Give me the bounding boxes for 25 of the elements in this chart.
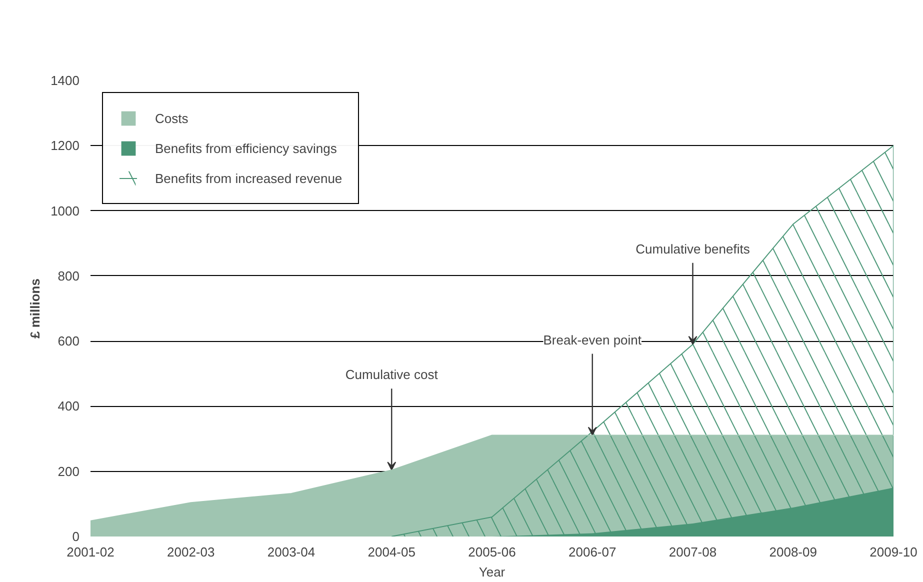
annotation: Cumulative cost: [345, 367, 438, 382]
y-tick-label: 200: [58, 464, 80, 479]
x-axis-title: Year: [478, 564, 506, 580]
x-tick-label: 2005-06: [468, 544, 516, 560]
x-tick-label: 2009-10: [870, 544, 918, 560]
y-tick-label: 400: [58, 398, 80, 414]
y-tick-label: 1400: [50, 73, 80, 88]
y-tick-label: 1200: [50, 138, 80, 154]
annotation: Break-even point: [543, 332, 642, 348]
x-tick-label: 2001-02: [66, 544, 114, 560]
legend-label: Costs: [155, 110, 188, 126]
x-tick-label: 2008-09: [769, 544, 817, 560]
x-tick-label: 2006-07: [568, 544, 616, 560]
legend-label: Benefits from efficiency savings: [155, 140, 337, 156]
x-tick-label: 2007-08: [668, 544, 717, 560]
x-tick-label: 2004-05: [368, 544, 416, 560]
annotation: Cumulative benefits: [636, 241, 750, 256]
y-tick-label: 800: [58, 268, 80, 284]
x-tick-label: 2003-04: [267, 544, 316, 560]
y-tick-label: 0: [72, 529, 80, 544]
y-axis-title: £ millions: [28, 278, 43, 338]
y-tick-label: 600: [58, 334, 80, 349]
x-tick-label: 2002-03: [167, 544, 215, 560]
legend-label: Benefits from increased revenue: [155, 170, 342, 186]
y-tick-label: 1000: [50, 203, 80, 218]
